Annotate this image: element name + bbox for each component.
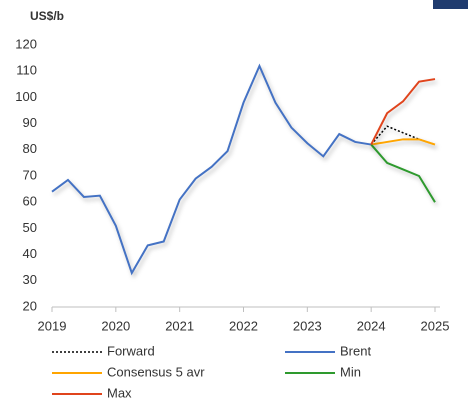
- y-tick-label: 110: [16, 63, 37, 78]
- legend-label: Max: [107, 385, 132, 400]
- y-tick-label: 30: [23, 272, 37, 287]
- y-tick-label: 60: [23, 194, 37, 209]
- y-tick-label: 80: [23, 141, 37, 156]
- series-line: [371, 138, 436, 146]
- legend-label: Min: [340, 364, 361, 379]
- y-tick-label: 70: [23, 167, 37, 182]
- x-tick-label: 2021: [165, 318, 194, 333]
- series-line: [51, 63, 372, 276]
- legend-label: Brent: [340, 343, 371, 358]
- x-tick-label: 2022: [229, 318, 258, 333]
- y-tick-label: 120: [15, 36, 37, 51]
- x-tick-label: 2023: [293, 318, 322, 333]
- x-tick-label: 2025: [421, 318, 450, 333]
- series-line: [370, 78, 436, 146]
- legend-label: Forward: [107, 343, 155, 358]
- x-tick-label: 2020: [101, 318, 130, 333]
- x-tick-label: 2019: [38, 318, 67, 333]
- corner-decoration: [433, 0, 468, 9]
- y-tick-label: 100: [15, 89, 37, 104]
- y-tick-label: 20: [23, 298, 37, 313]
- y-tick-label: 50: [23, 220, 37, 235]
- series-line: [370, 143, 436, 203]
- y-tick-label: 90: [23, 115, 37, 130]
- y-unit-label: US$/b: [30, 9, 64, 23]
- x-tick-label: 2024: [357, 318, 386, 333]
- legend-label: Consensus 5 avr: [107, 364, 205, 379]
- y-tick-label: 40: [23, 246, 37, 261]
